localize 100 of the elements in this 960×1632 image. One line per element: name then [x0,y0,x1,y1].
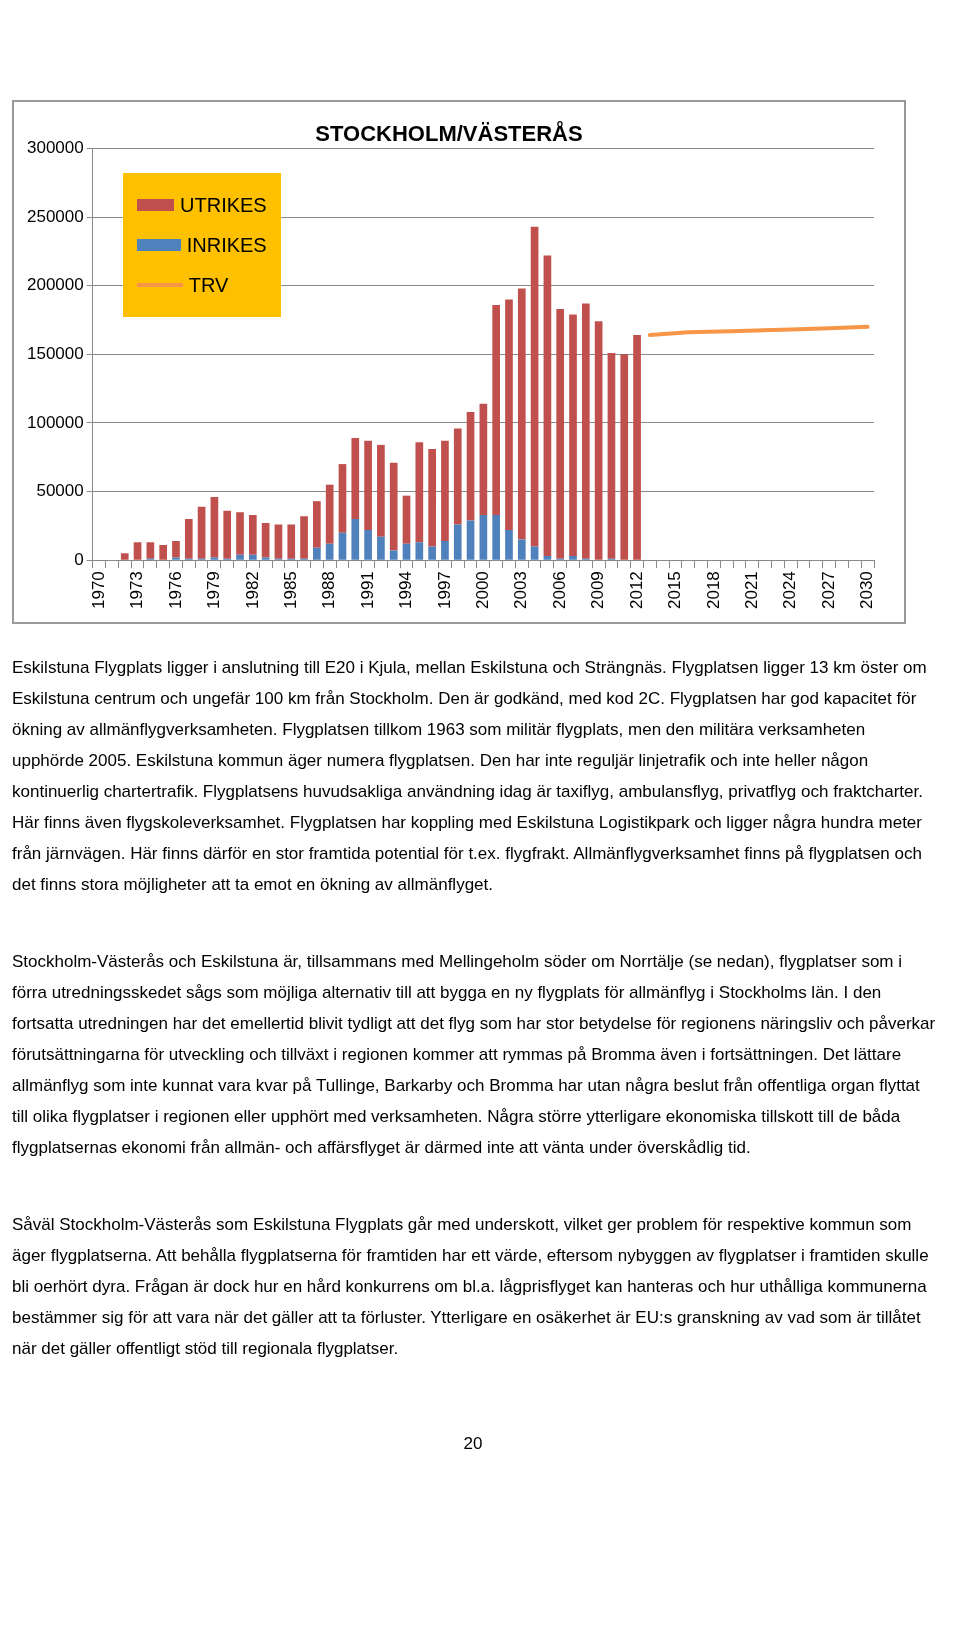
x-tick-label: 1994 [396,571,416,610]
x-tick-label: 1988 [319,571,339,610]
text: Stockholm-Västerås och Eskilstuna är, tillsammans med Mellingeholm söder om Norrtälje (se nedan), flygplatser som i förra utredningsskedet sågs som möjliga alternativ till att bygga en ny flygplats för allmänflyg i Stockholms län. I den fortsatta utredningen har det emellertid blivit tydligt att det flyg som har stor betydelse för regionens näringsliv och påverkar förutsättningarna för utveckling och tillväxt i regionen kommer att rymmas på Bromma även i fortsättningen. Det lättare allmänflyg som inte kunnat vara kvar på Tullinge, Barkarby och Bromma har utan några beslut från offentliga organ flyttat till olika flygplatser i regionen eller upphört med verksamheten. Några större ytterligare ekonomiska tillskott till de båda flygplatsernas ekonomi från allmän- och affärsflyget är därmed inte att vänta under överskådlig tid. [12,951,937,1159]
bar [607,352,616,559]
bar [517,288,526,540]
x-tick-label: 2003 [511,571,531,610]
chart-title: STOCKHOLM/VÄSTERÅS [315,120,583,147]
x-tick-label: 2000 [473,571,493,610]
bar [197,506,206,559]
bar [530,546,539,560]
bar [492,304,501,515]
legend-label: INRIKES [186,233,267,257]
x-tick-label: 2027 [818,571,838,610]
bar [120,553,129,560]
y-tick-label: 250000 [26,206,84,226]
bar [402,495,411,544]
bar [441,540,449,560]
bar [377,536,385,560]
bar [428,449,436,547]
bar [313,547,321,560]
legend-label: TRV [188,273,229,297]
x-tick-label: 2018 [703,571,723,610]
x-tick-label: 2030 [857,571,877,610]
bar [325,543,334,560]
bar [530,226,539,547]
bar [236,512,244,555]
bar [543,255,552,557]
bar [594,321,603,560]
bar [338,464,347,533]
y-tick-label: 200000 [26,275,84,295]
bar [223,510,232,559]
legend-label: UTRIKES [180,193,267,217]
bar [377,444,385,537]
bar [338,532,347,560]
y-tick-label: 100000 [26,412,84,432]
bar [184,519,193,559]
bar [453,524,462,560]
x-tick-label: 1982 [242,571,262,610]
x-tick-label: 2021 [742,571,762,610]
bar [479,403,488,515]
x-tick-label: 1997 [434,571,454,610]
bar [581,303,590,559]
bar [389,462,398,551]
bar [402,543,411,560]
bar [543,556,552,560]
bar [415,542,424,560]
text: Såväl Stockholm-Västerås som Eskilstuna Flygplats går med underskott, vilket ger problem för respektive kommun som äger flygplatserna. Att behålla flygplatserna för framtiden har ett värde, eftersom nybyggen av flygplatser i framtiden skulle bli oerhört dyra. Frågan är dock hur en hård konkurrens om bl.a. lågprisflyget kan hanteras och hur uthålliga kommunerna bestämmer sig för att vara när det gäller att ta förluster. Ytterligare en osäkerhet är EU:s granskning av vad som är tillåtet när det gäller offentligt stöd till regionala flygplatser. [12,1214,930,1360]
x-tick-label: 1973 [127,571,147,610]
bar [556,309,565,559]
bar [274,524,283,559]
text: 20 [462,1434,484,1454]
bar [325,484,334,544]
bar [351,519,360,560]
bar [505,299,513,530]
bar [248,554,257,560]
text: Eskilstuna Flygplats ligger i anslutning till E20 i Kjula, mellan Eskilstuna och Strängnäs. Flygplatsen ligger 13 km öster om Eskilstuna centrum och ungefär 100 km från Stockholm. Den är godkänd, med kod 2C. Flygplatsen har god kapacitet för ökning av allmänflygverksamheten. Flygplatsen tillkom 1963 som militär flygplats, men den militära verksamheten upphörde 2005. Eskilstuna kommun äger numera flygplatsen. Den har inte reguljär linjetrafik och inte heller någon kontinuerlig chartertrafik. Flygplatsens huvudsakliga användning idag är taxiflyg, ambulansflyg, privatflyg och fraktcharter. Här finns även flygskoleverksamhet. Flygplatsen har koppling med Eskilstuna Logistikpark och ligger några hundra meter från järnvägen. Här finns därför en stor framtida potential för t.ex. flygfrakt. Allmänflygverksamhet finns på flygplatsen och det finns stora möjligheter att ta emot en ökning av allmänflyget. [12,657,928,896]
x-tick-label: 2024 [780,571,800,610]
bar [351,438,360,519]
y-tick-label: 0 [74,549,84,569]
bar [633,335,641,560]
bar [210,497,219,558]
x-tick-label: 1985 [280,571,300,610]
bar [415,442,424,543]
bar [210,557,219,560]
bar [261,557,270,560]
bar [133,542,142,560]
bar [248,514,257,555]
x-tick-label: 2012 [626,571,646,610]
x-tick-label: 2009 [588,571,608,610]
x-tick-label: 2015 [665,571,685,610]
y-tick-label: 50000 [36,481,84,501]
y-tick-label: 150000 [26,343,84,363]
bar [517,539,526,560]
bar [389,550,398,560]
x-tick-label: 1976 [165,571,185,610]
bar [569,556,577,560]
bar [505,529,513,560]
bar [453,428,462,525]
bar [172,540,180,558]
bar [287,524,296,559]
x-tick-label: 1970 [88,571,108,610]
bar [364,529,372,560]
bar [236,554,244,560]
bar [300,516,308,559]
bar [261,523,270,558]
bar [466,520,475,560]
bar [479,514,488,560]
bar [492,514,501,560]
x-tick-label: 2006 [549,571,569,610]
bar [620,354,629,560]
bar [466,411,475,521]
bar [569,314,577,557]
bar [441,440,449,541]
bar [146,542,155,559]
bar [172,557,180,560]
x-tick-label: 1991 [357,571,377,610]
bar [428,546,436,560]
y-tick-label: 300000 [26,138,84,158]
bar [364,440,372,530]
bar [313,501,321,548]
